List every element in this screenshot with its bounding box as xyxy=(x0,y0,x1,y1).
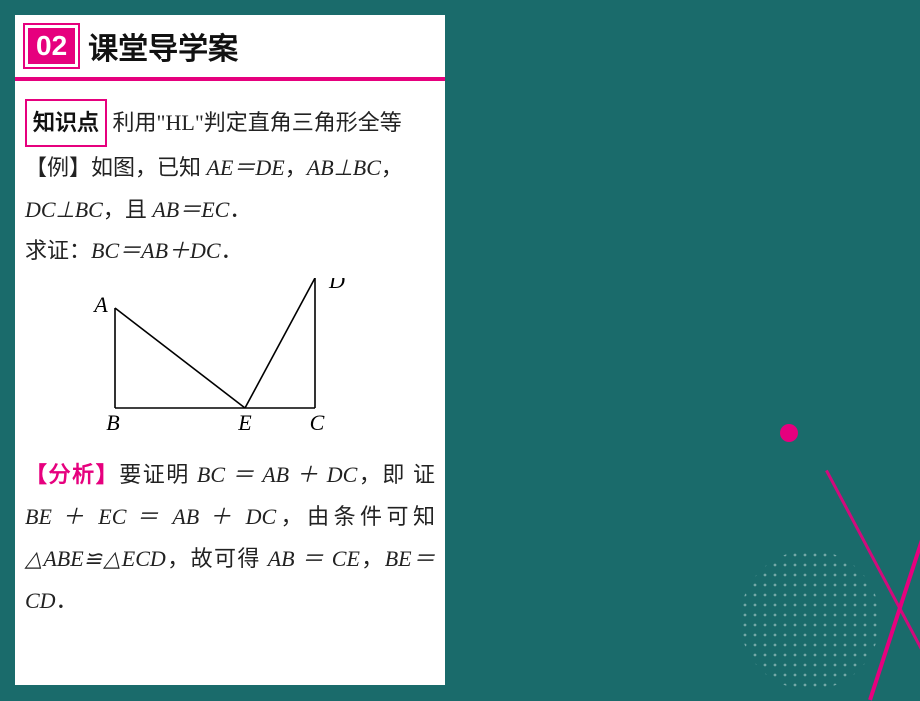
section-title: 课堂导学案 xyxy=(88,24,238,68)
svg-text:E: E xyxy=(237,410,252,435)
section-header: 02 课堂导学案 xyxy=(23,23,238,71)
analysis-label: 【分析】 xyxy=(25,462,119,487)
header-divider xyxy=(15,77,445,81)
geometry-figure: A B E C D xyxy=(55,278,385,448)
knowledge-line: 知识点 利用"HL"判定直角三角形全等 xyxy=(25,99,435,147)
svg-text:B: B xyxy=(106,410,119,435)
content-panel: 02 课堂导学案 知识点 利用"HL"判定直角三角形全等 【例】如图，已知 AE… xyxy=(15,15,445,685)
section-number-box: 02 xyxy=(23,23,80,69)
example-line-2: DC⊥BC，且 AB＝EC． xyxy=(25,189,435,231)
knowledge-tag: 知识点 xyxy=(25,99,107,147)
figure-svg: A B E C D xyxy=(55,278,385,448)
svg-text:A: A xyxy=(92,292,108,317)
example-line-1: 【例】如图，已知 AE＝DE，AB⊥BC， xyxy=(25,147,435,189)
svg-text:C: C xyxy=(310,410,325,435)
svg-text:D: D xyxy=(328,278,345,293)
body-text: 知识点 利用"HL"判定直角三角形全等 【例】如图，已知 AE＝DE，AB⊥BC… xyxy=(25,99,435,621)
analysis-text: 【分析】要证明 BC ＝ AB ＋ DC，即 证 BE ＋ EC ＝ AB ＋ … xyxy=(25,454,435,621)
example-label: 【例】 xyxy=(25,155,91,180)
prove-line: 求证：BC＝AB＋DC． xyxy=(25,230,435,272)
prove-label: 求证： xyxy=(25,238,91,263)
section-number: 02 xyxy=(28,28,75,64)
knowledge-title: 利用"HL"判定直角三角形全等 xyxy=(113,110,402,135)
decoration-dots xyxy=(740,550,880,690)
decoration-ball xyxy=(780,424,798,442)
